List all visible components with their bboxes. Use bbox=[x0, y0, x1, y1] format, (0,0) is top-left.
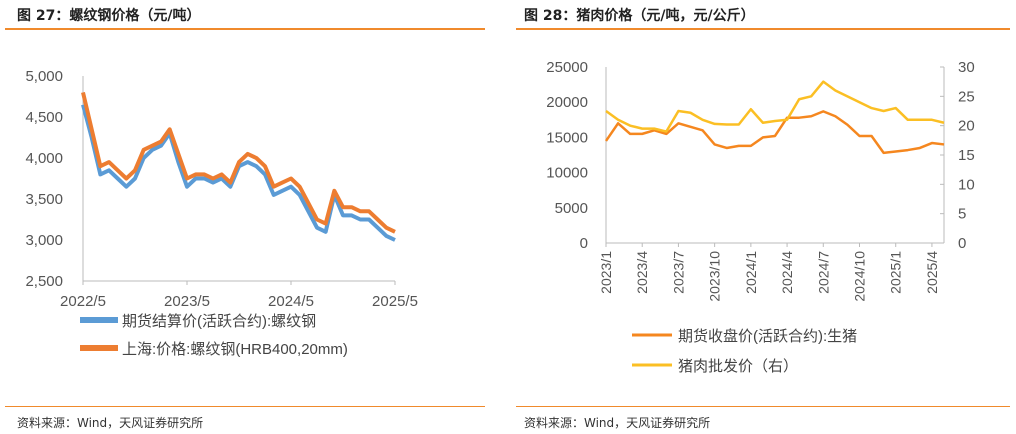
footer-divider bbox=[516, 406, 1010, 407]
series-line-0 bbox=[604, 110, 945, 155]
footer-divider bbox=[5, 406, 485, 407]
chart-title-rebar: 图 27：螺纹钢价格（元/吨） bbox=[17, 8, 201, 24]
y-tick-label: 4,000 bbox=[25, 150, 63, 167]
chart-title-pork: 图 28：猪肉价格（元/吨，元/公斤） bbox=[524, 8, 755, 24]
y-tick-label: 3,500 bbox=[25, 191, 63, 208]
series-line-1 bbox=[605, 80, 945, 133]
x-tick-label: 2024/10 bbox=[852, 251, 868, 302]
x-tick-label: 2024/1 bbox=[743, 251, 759, 294]
y2-tick-label: 25 bbox=[958, 88, 975, 105]
y-tick-label: 2,500 bbox=[25, 273, 63, 290]
x-tick-label: 2024/7 bbox=[815, 251, 831, 294]
y2-tick-label: 10 bbox=[958, 176, 975, 193]
y2-tick-label: 20 bbox=[958, 118, 975, 135]
x-tick-label: 2025/1 bbox=[888, 251, 904, 294]
x-tick-label: 2023/1 bbox=[598, 251, 614, 294]
header-divider bbox=[5, 28, 485, 30]
x-tick-label: 2025/4 bbox=[924, 251, 940, 294]
x-tick-label: 2023/10 bbox=[707, 251, 723, 302]
y-tick-label: 4,500 bbox=[25, 109, 63, 126]
y-tick-label: 5,000 bbox=[25, 68, 63, 85]
x-tick-label: 2023/5 bbox=[164, 293, 210, 310]
x-tick-label: 2022/5 bbox=[60, 293, 106, 310]
x-tick-label: 2023/4 bbox=[634, 251, 650, 294]
y-tick-label: 15000 bbox=[546, 129, 588, 146]
y-tick-label: 3,000 bbox=[25, 232, 63, 249]
y-tick-label: 25000 bbox=[546, 59, 588, 76]
x-tick-label: 2023/7 bbox=[670, 251, 686, 294]
source-note: 资料来源：Wind，天风证券研究所 bbox=[17, 416, 204, 430]
legend-label: 猪肉批发价（右） bbox=[678, 358, 798, 375]
series-line-1 bbox=[81, 91, 396, 234]
y2-tick-label: 0 bbox=[958, 235, 966, 252]
y-tick-label: 5000 bbox=[555, 200, 588, 217]
x-tick-label: 2024/5 bbox=[268, 293, 314, 310]
y-tick-label: 20000 bbox=[546, 94, 588, 111]
source-note: 资料来源：Wind，天风证券研究所 bbox=[524, 416, 711, 430]
series-line-0 bbox=[81, 104, 396, 242]
y-tick-label: 0 bbox=[580, 235, 588, 252]
legend-label: 上海:价格:螺纹钢(HRB400,20mm) bbox=[122, 341, 348, 358]
y2-tick-label: 5 bbox=[958, 206, 966, 223]
y2-tick-label: 30 bbox=[958, 59, 975, 76]
x-tick-label: 2024/4 bbox=[779, 251, 795, 294]
y-tick-label: 10000 bbox=[546, 165, 588, 182]
legend-label: 期货收盘价(活跃合约):生猪 bbox=[678, 327, 857, 345]
x-tick-label: 2025/5 bbox=[372, 293, 418, 310]
y2-tick-label: 15 bbox=[958, 147, 975, 164]
legend-label: 期货结算价(活跃合约):螺纹钢 bbox=[122, 312, 316, 330]
header-divider bbox=[516, 28, 1010, 30]
